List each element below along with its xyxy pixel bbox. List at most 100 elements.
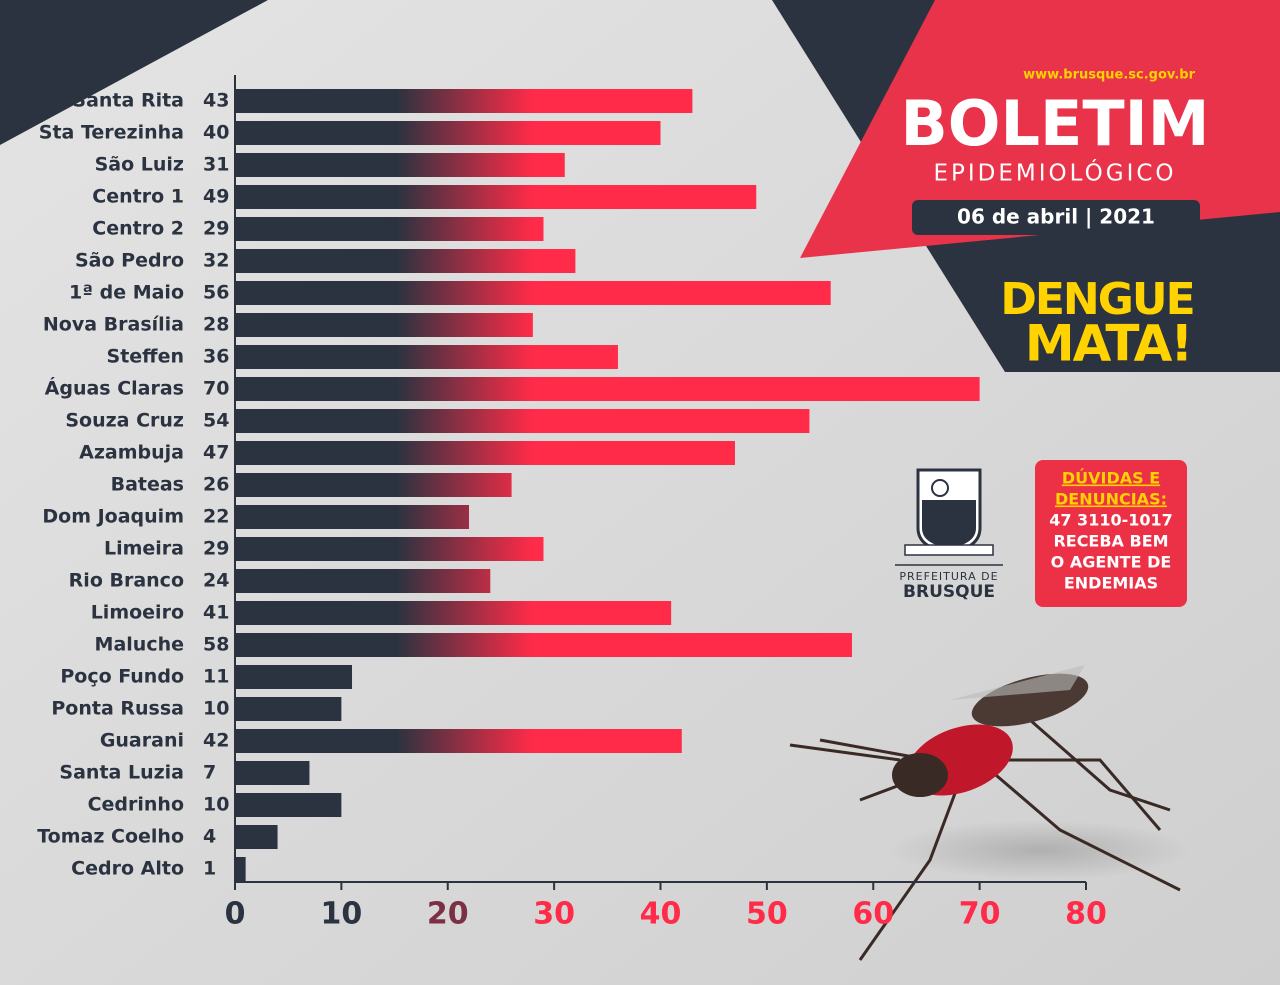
value-label: 58 <box>203 634 229 656</box>
contact-box <box>1035 460 1187 607</box>
value-label: 28 <box>203 314 229 336</box>
category-label: Nova Brasília <box>43 314 184 336</box>
title-panel <box>800 0 1280 258</box>
bar <box>235 793 342 817</box>
bar <box>235 441 735 465</box>
slogan: MATA! <box>1025 315 1191 373</box>
subtitle: EPIDEMIOLÓGICO <box>933 159 1176 187</box>
value-label: 41 <box>203 602 229 624</box>
value-label: 10 <box>203 698 229 720</box>
x-tick-label: 60 <box>852 897 894 932</box>
bar <box>235 377 980 401</box>
value-label: 32 <box>203 250 229 272</box>
bar <box>235 473 512 497</box>
x-tick-label: 40 <box>640 897 682 932</box>
bar <box>235 217 544 241</box>
contact: DÚVIDAS E DENUNCIAS: 47 3110-1017 RECEBA BE… <box>1049 469 1173 593</box>
contact-text: O AGENTE DE <box>1051 553 1172 572</box>
value-label: 36 <box>203 346 229 368</box>
bar <box>235 409 810 433</box>
category-label: Centro 2 <box>92 218 184 240</box>
bar <box>235 729 682 753</box>
bar <box>235 665 353 689</box>
value-label: 70 <box>203 378 229 400</box>
x-tick-label: 50 <box>746 897 788 932</box>
value-label: 1 <box>203 858 216 880</box>
bar <box>235 537 544 561</box>
logo-text: PREFEITURA DE <box>899 570 998 583</box>
category-label: Bateas <box>111 474 184 496</box>
bar <box>235 249 576 273</box>
date-pill <box>912 200 1200 235</box>
bar <box>235 345 618 369</box>
category-label: Souza Cruz <box>65 410 184 432</box>
value-label: 43 <box>203 90 229 112</box>
category-label: Maluche <box>95 634 184 656</box>
contact-text: RECEBA BEM <box>1053 532 1168 551</box>
value-label: 7 <box>203 762 216 784</box>
x-tick-label: 70 <box>959 897 1001 932</box>
bar <box>235 121 661 145</box>
plot: 0 10 20 30 40 50 60 70 80 Santa Rita 43 Sta Terezin… <box>37 89 1107 932</box>
value-label: 31 <box>203 154 229 176</box>
category-label: 1ª de Maio <box>69 282 184 304</box>
date: 06 de abril | 2021 <box>957 205 1155 229</box>
category-label: Santa Luzia <box>59 762 184 784</box>
category-label: Rio Branco <box>69 570 184 592</box>
bar <box>235 633 852 657</box>
category-label: São Pedro <box>75 250 184 272</box>
category-label: Guarani <box>100 730 184 752</box>
bar <box>235 505 470 529</box>
bar <box>235 857 246 881</box>
category-label: Azambuja <box>79 442 184 464</box>
value-label: 10 <box>203 794 229 816</box>
contact-text: DENUNCIAS: <box>1055 490 1167 509</box>
category-label: Santa Rita <box>72 90 184 112</box>
bar <box>235 153 565 177</box>
logo-text: BRUSQUE <box>903 582 995 602</box>
bar <box>235 601 672 625</box>
contact-text: 47 3110-1017 <box>1049 511 1173 530</box>
logo: PREFEITURA DE BRUSQUE <box>895 468 1003 602</box>
bar <box>235 569 491 593</box>
value-label: 11 <box>203 666 229 688</box>
category-label: Tomaz Coelho <box>37 826 184 848</box>
value-label: 26 <box>203 474 229 496</box>
bar <box>235 89 693 113</box>
category-label: São Luiz <box>95 154 184 176</box>
value-label: 29 <box>203 538 229 560</box>
contact-text: DÚVIDAS E <box>1062 469 1160 488</box>
category-label: Sta Terezinha <box>39 122 184 144</box>
slogan: DENGUE <box>1000 274 1193 325</box>
value-label: 24 <box>203 570 229 592</box>
category-label: Poço Fundo <box>60 666 184 688</box>
value-label: 54 <box>203 410 229 432</box>
x-tick-label: 80 <box>1065 897 1107 932</box>
value-label: 56 <box>203 282 229 304</box>
x-tick-label: 20 <box>427 897 469 932</box>
category-label: Cedro Alto <box>71 858 184 880</box>
title: BOLETIM <box>901 87 1210 160</box>
category-label: Dom Joaquim <box>42 506 184 528</box>
contact-text: ENDEMIAS <box>1064 574 1158 593</box>
mosquito <box>789 665 1190 961</box>
x-tick-label: 10 <box>321 897 363 932</box>
bar <box>235 825 278 849</box>
bar <box>235 761 310 785</box>
category-label: Águas Claras <box>45 377 184 400</box>
bar <box>235 281 831 305</box>
category-label: Limoeiro <box>91 602 184 624</box>
x-tick-label: 30 <box>533 897 575 932</box>
value-label: 29 <box>203 218 229 240</box>
category-label: Steffen <box>107 346 184 368</box>
url: www.brusque.sc.gov.br <box>1023 68 1195 83</box>
corner-shape <box>0 0 268 145</box>
value-label: 47 <box>203 442 229 464</box>
value-label: 22 <box>203 506 229 528</box>
category-label: Cedrinho <box>88 794 184 816</box>
x-tick-label: 0 <box>225 897 246 932</box>
value-label: 49 <box>203 186 229 208</box>
value-label: 40 <box>203 122 229 144</box>
category-label: Centro 1 <box>92 186 184 208</box>
